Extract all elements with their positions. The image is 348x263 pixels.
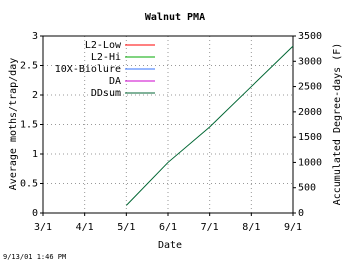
- plot-frame: [42, 35, 294, 214]
- y-tick-label: 1.5: [20, 120, 38, 131]
- legend-label: L2-Hi: [91, 52, 121, 63]
- x-tick-label: 5/1: [117, 222, 135, 233]
- y-tick-label: 2: [32, 90, 38, 101]
- footer: 9/13/01 1:46 PM: [3, 253, 66, 261]
- y2-tick-label: 1500: [298, 132, 322, 143]
- x-tick-label: 8/1: [242, 222, 260, 233]
- y-tick-label: 3: [32, 31, 38, 42]
- y2-tick-label: 2000: [298, 107, 322, 118]
- y-tick-label: 0: [32, 208, 38, 219]
- x-axis-label: Date: [158, 240, 182, 251]
- y-tick-label: 0.5: [20, 179, 38, 190]
- y-axis-label: Average moths/trap/day: [8, 58, 19, 190]
- y2-tick-label: 500: [298, 183, 316, 194]
- x-tick-label: 3/1: [34, 222, 52, 233]
- y2-tick-label: 1000: [298, 157, 322, 168]
- x-tick-label: 9/1: [284, 222, 302, 233]
- y2-tick-label: 2500: [298, 82, 322, 93]
- x-tick-label: 4/1: [76, 222, 94, 233]
- legend-label: L2-Low: [85, 40, 122, 51]
- x-tick-label: 6/1: [159, 222, 177, 233]
- legend-label: DA: [109, 76, 121, 87]
- y-tick-label: 2.5: [20, 61, 38, 72]
- chart-title: Walnut PMA: [145, 12, 205, 23]
- x-tick-label: 7/1: [201, 222, 219, 233]
- y2-tick-label: 0: [298, 208, 304, 219]
- y2-tick-label: 3000: [298, 56, 322, 67]
- legend-label: DDsum: [91, 88, 121, 99]
- y-tick-label: 1: [32, 149, 38, 160]
- legend-label: 10X-Biolure: [55, 64, 121, 75]
- y2-axis-label: Accumulated Degree-days (F): [332, 43, 343, 206]
- series-line: [125, 45, 294, 206]
- y2-tick-label: 3500: [298, 31, 322, 42]
